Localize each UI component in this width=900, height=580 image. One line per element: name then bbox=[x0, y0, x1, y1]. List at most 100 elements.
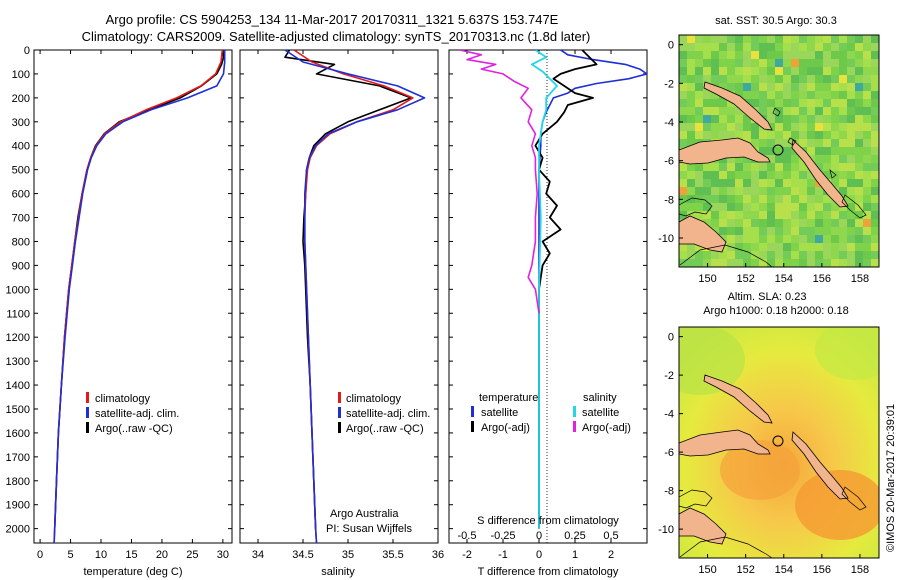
sst-cell bbox=[751, 235, 759, 243]
temp-difference-tick-label: 2 bbox=[608, 549, 614, 561]
salinity-series bbox=[284, 50, 426, 543]
coastline-png-mainland bbox=[679, 507, 727, 545]
sst-cell bbox=[759, 43, 767, 51]
sst-cell bbox=[767, 139, 775, 147]
sst-cell bbox=[831, 131, 839, 139]
salinity-difference-axis: -0.5 -0.25 0 0.25 0.5 bbox=[458, 530, 619, 542]
sst-cell bbox=[735, 163, 743, 171]
sst-cell bbox=[679, 203, 687, 211]
sst-cell bbox=[863, 259, 871, 267]
sst-cell bbox=[839, 115, 847, 123]
sst-cell bbox=[695, 75, 703, 83]
sst-cell bbox=[839, 43, 847, 51]
sst-cell bbox=[855, 115, 863, 123]
sst-cell bbox=[847, 219, 855, 227]
lon-tick-label: 156 bbox=[813, 564, 831, 576]
sst-cell bbox=[775, 211, 783, 219]
sst-cell bbox=[687, 67, 695, 75]
sst-cell bbox=[775, 155, 783, 163]
sst-cell bbox=[799, 211, 807, 219]
sst-cell bbox=[847, 43, 855, 51]
sla-land-mass bbox=[679, 374, 849, 545]
sst-cell bbox=[759, 35, 767, 43]
sst-cell bbox=[831, 43, 839, 51]
difference-panel: -2 -1 0 1 2 -0.5 -0.25 0 0.25 0.5 temperature sa… bbox=[448, 49, 648, 578]
sst-cell bbox=[703, 59, 711, 67]
coastline-new-britain bbox=[679, 137, 771, 165]
temperature-series bbox=[53, 50, 226, 543]
lat-tick-label: 0 bbox=[668, 40, 674, 52]
sst-cell bbox=[807, 51, 815, 59]
sst-cell bbox=[775, 35, 783, 43]
sst-cell bbox=[807, 187, 815, 195]
sst-cell bbox=[871, 83, 879, 91]
sst-cell bbox=[863, 131, 871, 139]
sst-cell bbox=[807, 43, 815, 51]
sal-difference-tick-label: 0.25 bbox=[564, 530, 585, 542]
sst-cell bbox=[735, 131, 743, 139]
sst-cell bbox=[751, 43, 759, 51]
temp-difference-tick-label: 1 bbox=[572, 549, 578, 561]
salinity-axes-frame bbox=[239, 49, 439, 544]
sst-cell bbox=[863, 227, 871, 235]
sst-cell bbox=[679, 99, 687, 107]
sst-cell bbox=[679, 251, 687, 259]
sst-cell bbox=[687, 51, 695, 59]
sst-cell bbox=[727, 227, 735, 235]
legend-label-temp-argo: Argo(-adj) bbox=[481, 422, 530, 434]
salinity-x-label: salinity bbox=[321, 566, 355, 578]
sst-cell bbox=[711, 251, 719, 259]
sst-cell bbox=[735, 115, 743, 123]
temperature-tick-label: 10 bbox=[95, 549, 107, 561]
sst-map-lat-axis: 0 -2 -4 -6 -8 -10 bbox=[658, 40, 683, 245]
sst-cell bbox=[711, 51, 719, 59]
sst-cell bbox=[855, 59, 863, 67]
sst-cell bbox=[863, 91, 871, 99]
sst-cell bbox=[695, 259, 703, 267]
sst-cell bbox=[759, 59, 767, 67]
sst-cell bbox=[871, 251, 879, 259]
sst-cell bbox=[783, 131, 791, 139]
sst-cell bbox=[743, 179, 751, 187]
series-line-temperature-argo-adj- bbox=[534, 50, 598, 529]
lat-tick-label: -8 bbox=[664, 194, 674, 206]
sst-cell bbox=[847, 107, 855, 115]
sst-cell bbox=[847, 147, 855, 155]
sst-cell bbox=[839, 163, 847, 171]
sst-cell bbox=[751, 91, 759, 99]
sst-cell bbox=[679, 123, 687, 131]
sst-cell bbox=[847, 91, 855, 99]
sst-cell bbox=[855, 211, 863, 219]
sst-cell bbox=[783, 83, 791, 91]
sst-cell bbox=[719, 75, 727, 83]
sst-cell bbox=[855, 251, 863, 259]
legend-swatch-climatology bbox=[86, 392, 89, 403]
sst-cell bbox=[727, 59, 735, 67]
sst-cell bbox=[727, 203, 735, 211]
sst-cell bbox=[791, 179, 799, 187]
sst-cell bbox=[807, 171, 815, 179]
sst-cell bbox=[743, 211, 751, 219]
sst-cell bbox=[855, 187, 863, 195]
coastline-new-ireland bbox=[703, 374, 773, 424]
sst-cell bbox=[823, 203, 831, 211]
sst-cell bbox=[759, 187, 767, 195]
sst-cell bbox=[799, 203, 807, 211]
sst-cell bbox=[815, 35, 823, 43]
sst-cell bbox=[799, 51, 807, 59]
sst-map-lon-axis: 150 152 154 156 158 bbox=[698, 263, 869, 285]
sst-cell bbox=[783, 75, 791, 83]
sst-cell bbox=[799, 67, 807, 75]
credits-line1: Argo Australia bbox=[330, 508, 399, 520]
sst-cell bbox=[695, 243, 703, 251]
difference-x-axis: -2 -1 0 1 2 bbox=[462, 50, 614, 561]
sst-cell bbox=[815, 43, 823, 51]
sst-cell bbox=[735, 43, 743, 51]
sst-cell bbox=[687, 99, 695, 107]
sst-cell bbox=[711, 203, 719, 211]
sst-cell bbox=[751, 131, 759, 139]
sst-cell bbox=[791, 67, 799, 75]
sst-cell bbox=[743, 163, 751, 171]
sst-cell bbox=[823, 75, 831, 83]
sst-cell bbox=[711, 187, 719, 195]
